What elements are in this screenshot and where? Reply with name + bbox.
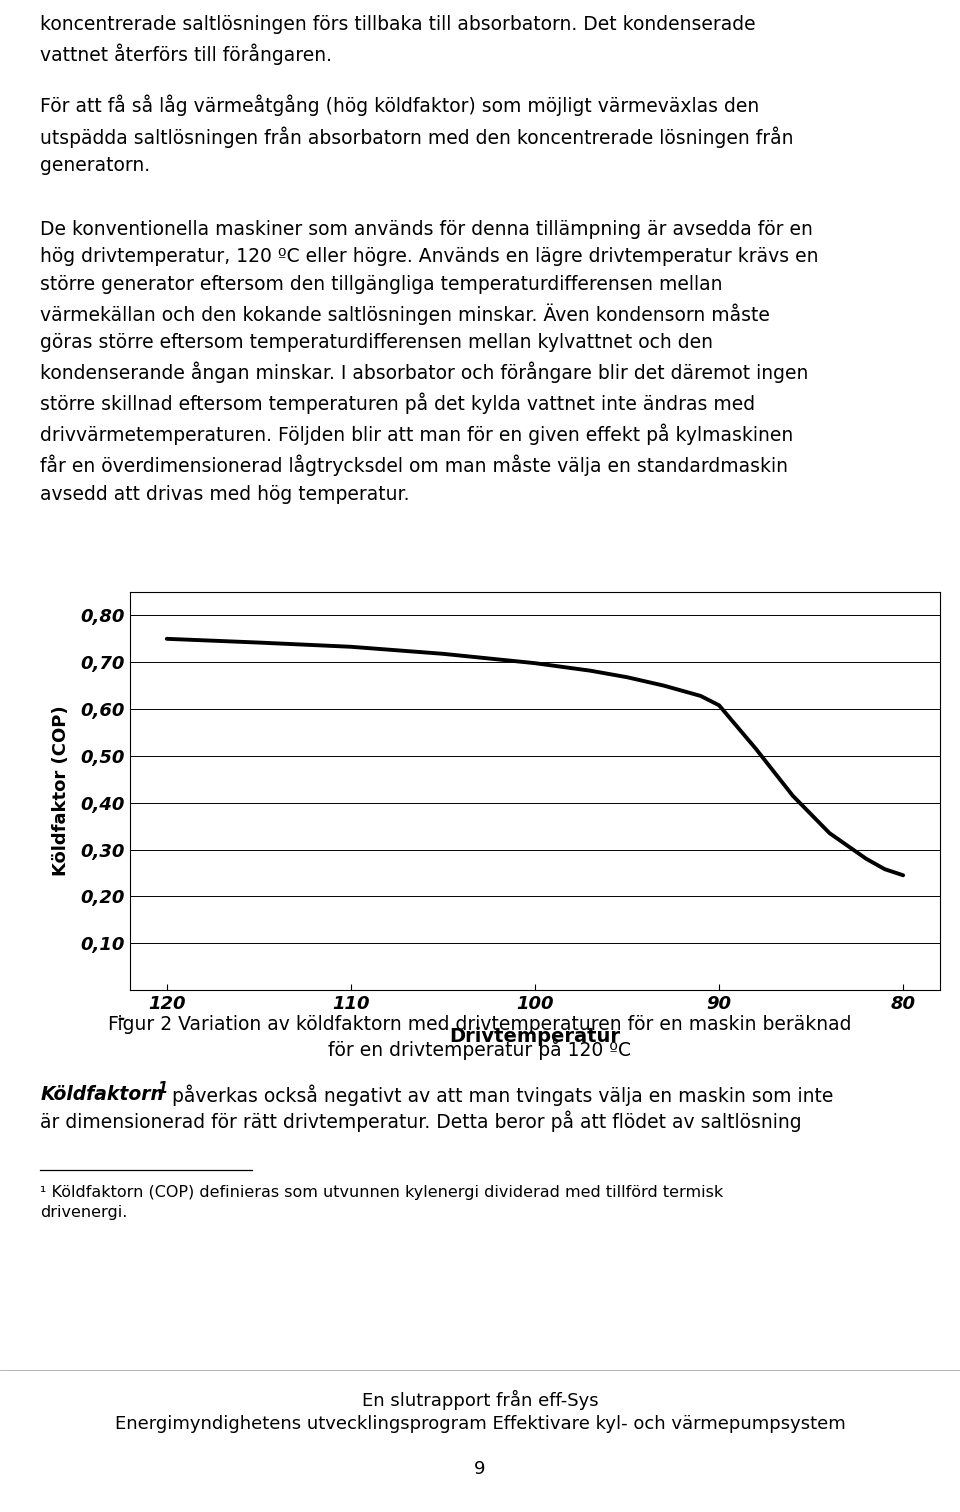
Text: För att få så låg värmeåtgång (hög köldfaktor) som möjligt värmeväxlas den
utspä: För att få så låg värmeåtgång (hög köldf…: [40, 95, 794, 175]
Text: -: -: [118, 1010, 125, 1028]
Text: påverkas också negativt av att man tvingats välja en maskin som inte: påverkas också negativt av att man tving…: [166, 1086, 833, 1107]
Text: Figur 2 Variation av köldfaktorn med drivtemperaturen för en maskin beräknad: Figur 2 Variation av köldfaktorn med dri…: [108, 1015, 852, 1034]
Text: för en drivtemperatur på 120 ºC: för en drivtemperatur på 120 ºC: [328, 1039, 632, 1060]
Text: De konventionella maskiner som används för denna tillämpning är avsedda för en
h: De konventionella maskiner som används f…: [40, 221, 819, 503]
Text: ¹ Köldfaktorn (COP) definieras som utvunnen kylenergi dividerad med tillförd ter: ¹ Köldfaktorn (COP) definieras som utvun…: [40, 1185, 724, 1220]
Text: koncentrerade saltlösningen förs tillbaka till absorbatorn. Det kondenserade
vat: koncentrerade saltlösningen förs tillbak…: [40, 15, 756, 65]
Text: är dimensionerad för rätt drivtemperatur. Detta beror på att flödet av saltlösni: är dimensionerad för rätt drivtemperatur…: [40, 1111, 802, 1132]
Text: En slutrapport från eff-Sys: En slutrapport från eff-Sys: [362, 1390, 598, 1411]
Y-axis label: Köldfaktor (COP): Köldfaktor (COP): [52, 706, 70, 877]
Text: Energimyndighetens utvecklingsprogram Effektivare kyl- och värmepumpsystem: Energimyndighetens utvecklingsprogram Ef…: [114, 1415, 846, 1433]
Text: 1: 1: [157, 1081, 168, 1096]
Text: 9: 9: [474, 1461, 486, 1479]
X-axis label: Drivtemperatur: Drivtemperatur: [449, 1027, 620, 1046]
Text: Köldfaktorn: Köldfaktorn: [40, 1086, 164, 1104]
